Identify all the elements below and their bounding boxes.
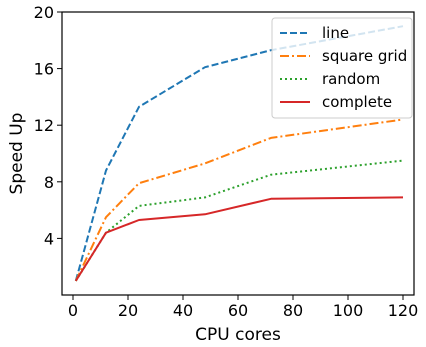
y-tick-label: 8: [44, 173, 54, 192]
x-tick-label: 120: [388, 301, 419, 320]
legend: line square grid random complete: [271, 17, 413, 119]
legend-label: square grid: [322, 47, 407, 65]
series-line-complete: [74, 196, 404, 282]
x-axis-label: CPU cores: [195, 325, 281, 345]
y-tick-label: 16: [34, 60, 54, 79]
x-tick-label: 0: [68, 301, 78, 320]
x-tick-label: 40: [173, 301, 193, 320]
legend-label: random: [322, 70, 380, 88]
x-tick-label: 20: [118, 301, 138, 320]
x-tick-label: 60: [228, 301, 248, 320]
x-axis-ticks: 0 20 40 60 80 100 120: [68, 295, 418, 320]
y-tick-label: 4: [44, 229, 54, 248]
y-tick-label: 20: [34, 3, 54, 22]
series-line-square-grid: [74, 118, 404, 282]
legend-label: line: [322, 24, 349, 42]
series-line-random: [74, 159, 404, 282]
x-tick-label: 100: [333, 301, 364, 320]
y-tick-label: 12: [34, 116, 54, 135]
legend-box: [271, 17, 413, 119]
y-axis-ticks: 4 8 12 16 20: [34, 3, 62, 248]
y-axis-label: Speed Up: [7, 113, 27, 195]
x-tick-label: 80: [283, 301, 303, 320]
legend-label: complete: [322, 93, 392, 111]
